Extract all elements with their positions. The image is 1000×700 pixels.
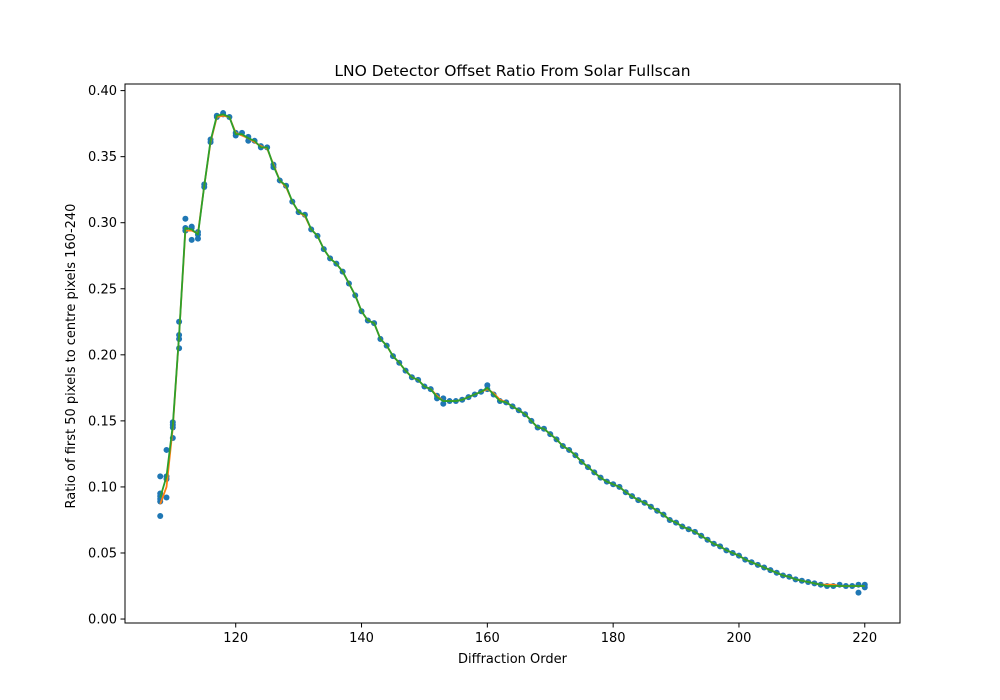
x-tick-label: 220 — [852, 631, 877, 646]
x-tick-label: 120 — [223, 631, 248, 646]
y-tick-label: 0.10 — [88, 480, 117, 495]
data-point — [484, 382, 491, 389]
chart-title: LNO Detector Offset Ratio From Solar Ful… — [334, 62, 690, 80]
x-tick-label: 160 — [475, 631, 500, 646]
data-point — [157, 473, 164, 480]
y-tick-label: 0.20 — [88, 348, 117, 363]
x-tick-label: 180 — [601, 631, 626, 646]
data-point — [157, 512, 164, 519]
fit-line-green — [159, 113, 865, 587]
data-point — [194, 235, 201, 242]
y-axis-label: Ratio of first 50 pixels to centre pixel… — [64, 204, 79, 509]
x-axis-label: Diffraction Order — [458, 652, 568, 667]
x-tick-label: 140 — [349, 631, 374, 646]
data-point — [855, 589, 862, 596]
data-point — [182, 215, 189, 222]
data-point — [163, 446, 170, 453]
axes: 120 140 160 180 200 220 0.00 0.05 0.10 0.15 0.20 0.… — [88, 83, 901, 646]
y-tick-label: 0.25 — [88, 282, 117, 297]
y-tick-label: 0.15 — [88, 414, 117, 429]
data-point — [188, 236, 195, 243]
axes-frame — [124, 83, 901, 624]
y-tick-label: 0.40 — [88, 84, 117, 99]
y-tick-label: 0.35 — [88, 150, 117, 165]
y-tick-label: 0.30 — [88, 216, 117, 231]
x-tick-label: 200 — [727, 631, 752, 646]
y-tick-label: 0.05 — [88, 546, 117, 561]
data-point — [440, 400, 447, 407]
y-tick-label: 0.00 — [88, 613, 117, 628]
plot-area — [157, 110, 868, 596]
data-point — [163, 494, 170, 501]
